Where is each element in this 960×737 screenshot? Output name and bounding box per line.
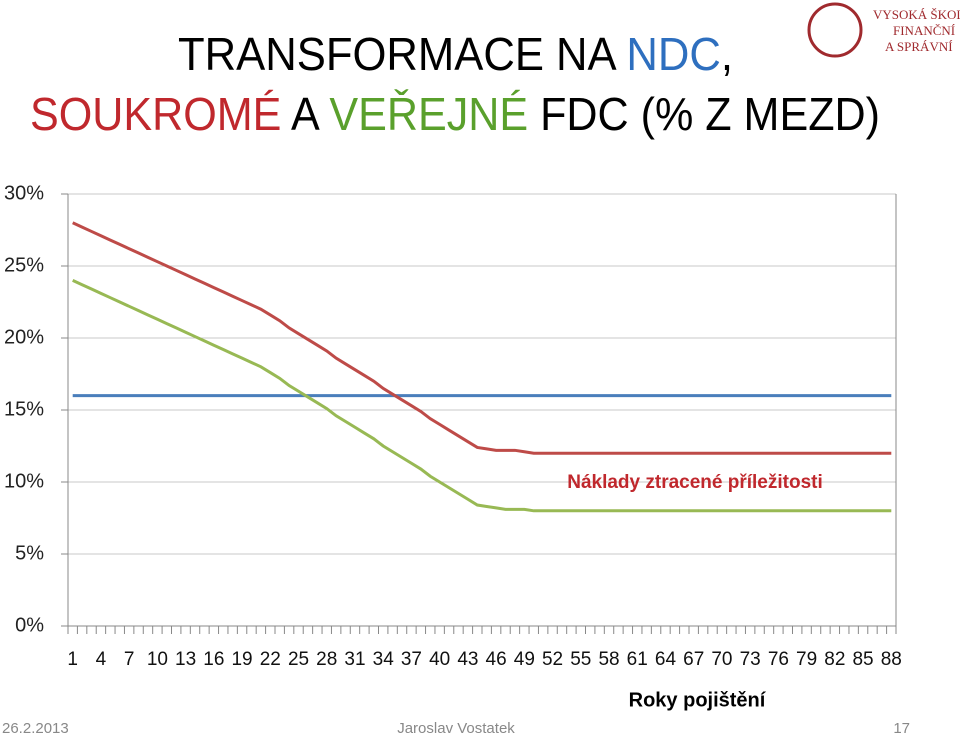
y-tick-label: 20% [4, 326, 44, 348]
x-tick-label: 37 [401, 649, 422, 670]
x-tick-label: 43 [457, 649, 478, 670]
x-tick-label: 28 [316, 649, 337, 670]
x-tick-label: 67 [683, 649, 704, 670]
y-tick-label: 15% [4, 398, 44, 420]
x-tick-label: 64 [655, 649, 677, 670]
x-tick-label: 88 [881, 649, 902, 670]
footer-author: Jaroslav Vostatek [397, 720, 515, 737]
title-part: NDC [626, 28, 721, 80]
logo-text: FINANČNÍ [893, 23, 955, 38]
x-tick-label: 52 [542, 649, 563, 670]
plot: 0% 5% 10% 15% 20% 25% 30% 1 4 7 10 13 16 19 22 25 28 31 34… [4, 182, 902, 670]
x-tick-label: 22 [260, 649, 281, 670]
title-part: VEŘEJNÉ [329, 88, 528, 140]
x-tick-label: 16 [203, 649, 224, 670]
x-tick-label: 4 [96, 649, 107, 670]
y-tick-label: 25% [4, 254, 44, 276]
title-part: SOUKROMÉ [30, 88, 281, 140]
title-line2: SOUKROMÉ A VEŘEJNÉ FDC (% Z MEZD) [30, 88, 880, 140]
title-part: FDC (% Z MEZD) [528, 88, 880, 140]
x-tick-label: 79 [796, 649, 817, 670]
x-tick-label: 7 [124, 649, 135, 670]
footer-date: 26.2.2013 [2, 720, 69, 737]
title-part: A [281, 88, 329, 140]
series-line [72, 279, 892, 513]
series-line [72, 221, 892, 455]
x-tick-label: 85 [852, 649, 873, 670]
logo-text: A SPRÁVNÍ [885, 39, 953, 54]
title-part: , [721, 28, 733, 80]
title-line1: TRANSFORMACE NA NDC, [178, 28, 733, 80]
logo-text: VYSOKÁ ŠKOLA [873, 7, 960, 22]
x-tick-label: 19 [231, 649, 252, 670]
y-tick-label: 10% [4, 470, 44, 492]
title-part: TRANSFORMACE NA [178, 28, 626, 80]
x-tick-label: 58 [598, 649, 619, 670]
x-tick-label: 40 [429, 649, 450, 670]
x-tick-label: 25 [288, 649, 309, 670]
x-tick-label: 34 [373, 649, 395, 670]
x-tick-label: 46 [486, 649, 507, 670]
x-tick-label: 13 [175, 649, 196, 670]
annotation: Náklady ztracené příležitosti [567, 472, 823, 493]
x-tick-label: 10 [147, 649, 168, 670]
x-tick-label: 76 [768, 649, 789, 670]
x-tick-label: 31 [344, 649, 365, 670]
x-tick-label: 70 [711, 649, 732, 670]
footer-page: 17 [893, 720, 910, 737]
x-axis-label: Roky pojištění [629, 689, 767, 711]
y-tick-label: 5% [15, 542, 44, 564]
logo-emblem [807, 2, 863, 58]
x-tick-label: 1 [67, 649, 78, 670]
x-tick-label: 73 [740, 649, 761, 670]
x-tick-label: 82 [824, 649, 845, 670]
x-tick-label: 61 [627, 649, 648, 670]
x-tick-label: 49 [514, 649, 535, 670]
y-tick-label: 30% [4, 182, 44, 204]
y-tick-label: 0% [15, 614, 44, 636]
x-tick-label: 55 [570, 649, 591, 670]
